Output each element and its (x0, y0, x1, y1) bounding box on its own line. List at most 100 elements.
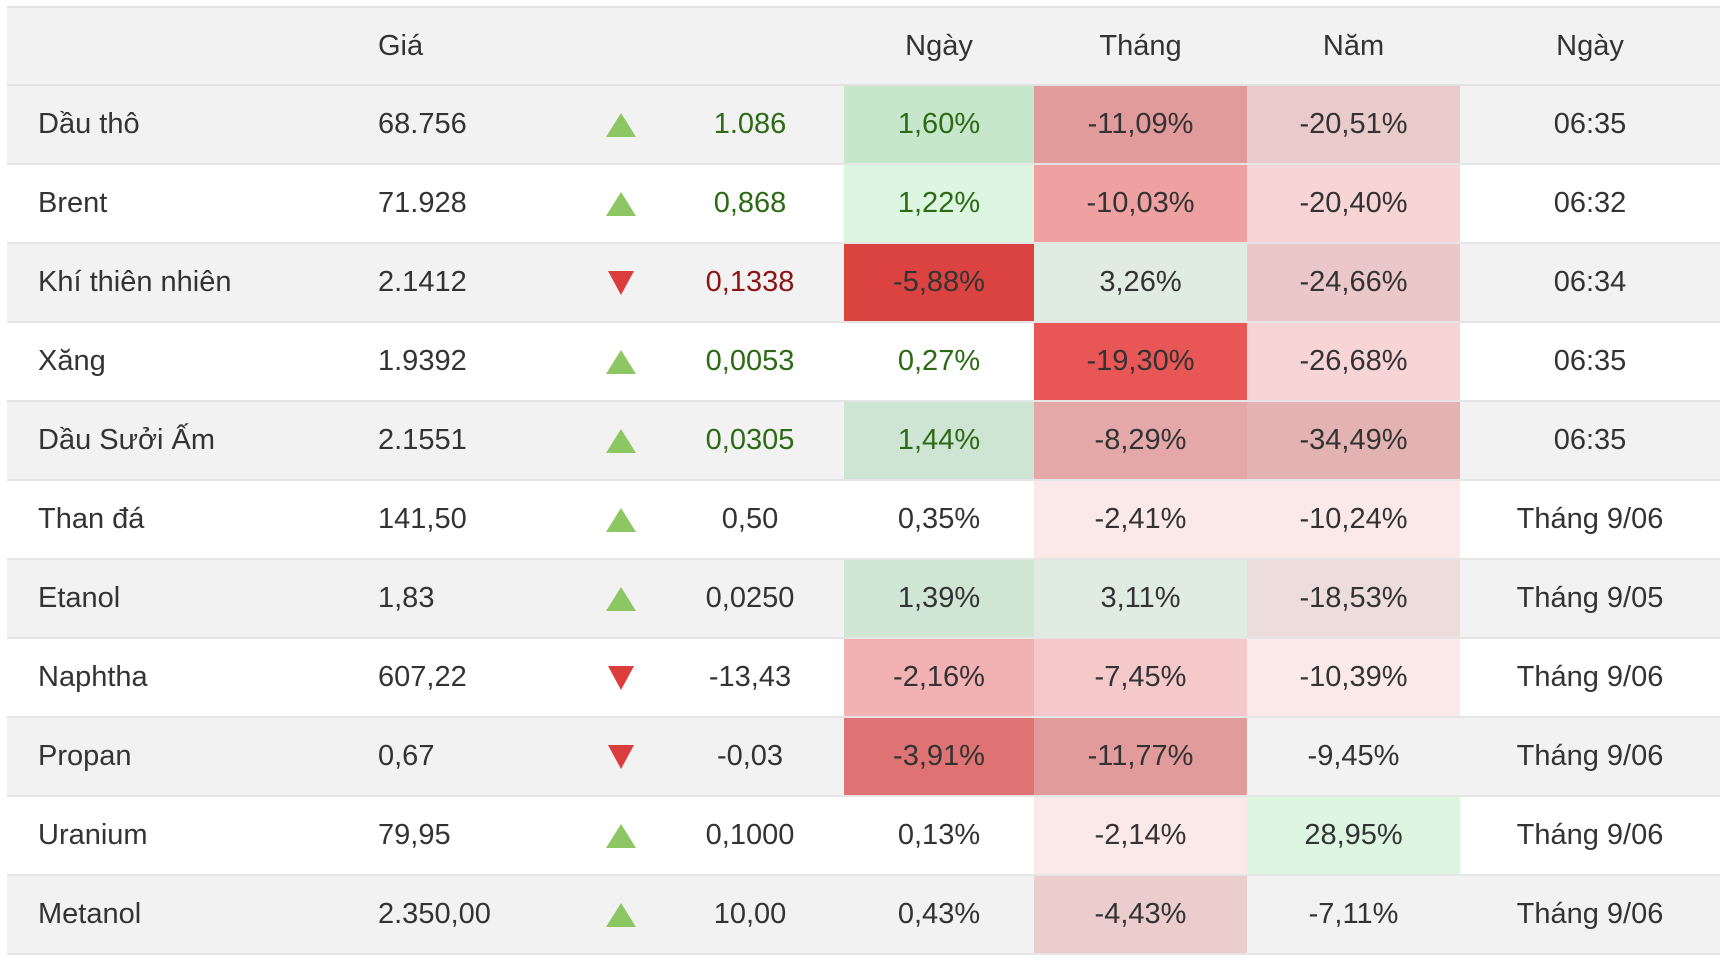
arrow-cell (585, 875, 656, 954)
month-change-cell: -11,09% (1034, 85, 1247, 164)
time-cell: Tháng 9/06 (1516, 819, 1664, 851)
time-cell: 06:35 (1553, 108, 1627, 140)
commodity-name-link[interactable]: Dầu Sưởi Ấm (38, 424, 216, 456)
month-change-cell: -19,30% (1034, 322, 1247, 401)
change-cell: 10,00 (713, 898, 787, 930)
day-change-cell: 0,13% (897, 819, 981, 851)
year-change-cell: -9,45% (1307, 740, 1400, 772)
commodity-name-link[interactable]: Uranium (38, 819, 148, 851)
price-cell: 2.1551 (378, 424, 467, 456)
time-cell: Tháng 9/06 (1516, 503, 1664, 535)
change-cell: 0,868 (713, 187, 787, 219)
time-cell: 06:34 (1553, 266, 1627, 298)
change-cell: -13,43 (708, 661, 792, 693)
triangle-down-icon (607, 745, 634, 770)
month-change-cell: -10,03% (1034, 164, 1247, 243)
time-cell: Tháng 9/06 (1516, 661, 1664, 693)
year-change-cell: -10,39% (1247, 638, 1460, 717)
commodity-name-link[interactable]: Naphtha (38, 661, 148, 693)
time-cell: 06:35 (1553, 345, 1627, 377)
day-change-cell: 0,35% (897, 503, 981, 535)
commodity-name-link[interactable]: Xăng (38, 345, 106, 377)
table-row[interactable]: Than đá 141,50 0,50 0,35% -2,41% -10,24% Tháng… (7, 480, 1720, 559)
price-cell: 1,83 (378, 582, 435, 614)
triangle-up-icon (605, 508, 636, 533)
header-name[interactable] (7, 7, 374, 85)
table-header: Giá Ngày Tháng Năm Ngày (7, 7, 1720, 85)
month-change-cell: 3,26% (1034, 243, 1247, 322)
table-row[interactable]: Metanol 2.350,00 10,00 0,43% -4,43% -7,11% Thá… (7, 875, 1720, 954)
table-row[interactable]: Uranium 79,95 0,1000 0,13% -2,14% 28,95% Tháng… (7, 796, 1720, 875)
arrow-cell (585, 796, 656, 875)
time-cell: Tháng 9/05 (1516, 582, 1664, 614)
change-cell: 0,1000 (705, 819, 795, 851)
price-cell: 2.350,00 (378, 898, 491, 930)
year-change-cell: 28,95% (1247, 796, 1460, 875)
arrow-cell (585, 243, 656, 322)
triangle-up-icon (605, 429, 636, 454)
arrow-cell (585, 322, 656, 401)
year-change-cell: -18,53% (1247, 559, 1460, 638)
header-month-change[interactable]: Tháng (1099, 29, 1182, 62)
commodity-name-link[interactable]: Metanol (38, 898, 142, 930)
table-row[interactable]: Xăng 1.9392 0,0053 0,27% -19,30% -26,68% 06:35 (7, 322, 1720, 401)
day-change-cell: -2,16% (844, 638, 1034, 717)
header-year-change[interactable]: Năm (1322, 29, 1385, 62)
table-row[interactable]: Propan 0,67 -0,03 -3,91% -11,77% -9,45% Tháng … (7, 717, 1720, 796)
year-change-cell: -34,49% (1247, 401, 1460, 480)
price-cell: 141,50 (378, 503, 467, 535)
month-change-cell: -2,41% (1034, 480, 1247, 559)
header-day-change[interactable]: Ngày (905, 29, 973, 62)
month-change-cell: -8,29% (1034, 401, 1247, 480)
commodity-name-link[interactable]: Etanol (38, 582, 121, 614)
energy-commodities-table-container: Giá Ngày Tháng Năm Ngày Dầu thô 68.756 1.0… (7, 6, 1720, 955)
price-cell: 79,95 (378, 819, 451, 851)
commodity-name-link[interactable]: Than đá (38, 503, 145, 535)
arrow-cell (585, 401, 656, 480)
header-change[interactable] (656, 7, 844, 85)
header-price[interactable]: Giá (378, 29, 424, 62)
change-cell: 0,0250 (705, 582, 795, 614)
table-row[interactable]: Dầu Sưởi Ấm 2.1551 0,0305 1,44% -8,29% -34,49… (7, 401, 1720, 480)
triangle-up-icon (605, 903, 636, 928)
table-row[interactable]: Brent 71.928 0,868 1,22% -10,03% -20,40% 06:32 (7, 164, 1720, 243)
month-change-cell: 3,11% (1034, 559, 1247, 638)
table-row[interactable]: Dầu thô 68.756 1.086 1,60% -11,09% -20,51% 06:… (7, 85, 1720, 164)
arrow-cell (585, 559, 656, 638)
triangle-up-icon (605, 192, 636, 217)
day-change-cell: 0,43% (897, 898, 981, 930)
triangle-up-icon (605, 587, 636, 612)
day-change-cell: 1,60% (844, 85, 1034, 164)
change-cell: 1.086 (713, 108, 787, 140)
month-change-cell: -7,45% (1034, 638, 1247, 717)
day-change-cell: -3,91% (844, 717, 1034, 796)
price-cell: 607,22 (378, 661, 467, 693)
commodity-name-link[interactable]: Dầu thô (38, 108, 140, 140)
day-change-cell: -5,88% (844, 243, 1034, 322)
table-row[interactable]: Khí thiên nhiên 2.1412 0,1338 -5,88% 3,26% -2… (7, 243, 1720, 322)
commodity-name-link[interactable]: Propan (38, 740, 132, 772)
commodity-name-link[interactable]: Khí thiên nhiên (38, 266, 232, 298)
change-cell: 0,50 (721, 503, 779, 535)
triangle-down-icon (607, 666, 634, 691)
table-row[interactable]: Etanol 1,83 0,0250 1,39% 3,11% -18,53% Tháng 9… (7, 559, 1720, 638)
time-cell: 06:35 (1553, 424, 1627, 456)
arrow-cell (585, 164, 656, 243)
day-change-cell: 0,27% (897, 345, 981, 377)
year-change-cell: -7,11% (1308, 898, 1399, 930)
change-cell: -0,03 (716, 740, 784, 772)
arrow-cell (585, 638, 656, 717)
year-change-cell: -20,51% (1247, 85, 1460, 164)
table-row[interactable]: Naphtha 607,22 -13,43 -2,16% -7,45% -10,39% Th… (7, 638, 1720, 717)
arrow-cell (585, 85, 656, 164)
commodity-name-link[interactable]: Brent (38, 187, 108, 219)
month-change-cell: -2,14% (1034, 796, 1247, 875)
year-change-cell: -24,66% (1247, 243, 1460, 322)
day-change-cell: 1,39% (844, 559, 1034, 638)
change-cell: 0,1338 (705, 266, 795, 298)
header-time[interactable]: Ngày (1556, 29, 1624, 62)
day-change-cell: 1,44% (844, 401, 1034, 480)
energy-commodities-table: Giá Ngày Tháng Năm Ngày Dầu thô 68.756 1.0… (7, 6, 1720, 955)
triangle-down-icon (607, 271, 634, 296)
header-row: Giá Ngày Tháng Năm Ngày (7, 7, 1720, 85)
